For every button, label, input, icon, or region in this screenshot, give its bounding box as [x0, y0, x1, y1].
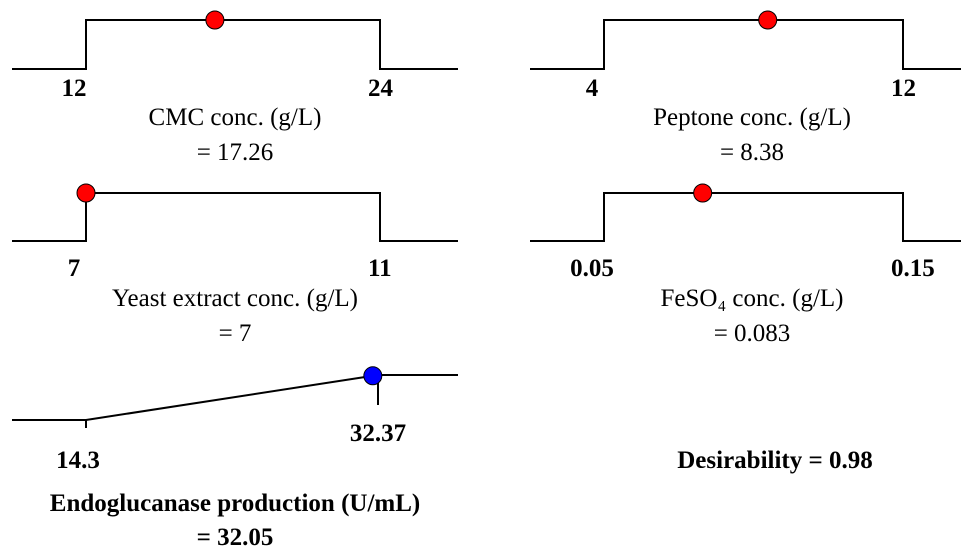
- value-label: = 17.26: [197, 139, 274, 166]
- value-dot: [205, 10, 225, 30]
- desirability: Desirability = 0.98: [677, 447, 872, 474]
- value-label: = 32.05: [197, 524, 274, 551]
- value-dot: [363, 366, 383, 386]
- tick-label: 14.3: [56, 447, 100, 474]
- factor-title: CMC conc. (g/L): [149, 104, 322, 131]
- tick-label: 11: [368, 255, 392, 282]
- tick-label: 4: [586, 75, 599, 102]
- value-label: = 8.38: [720, 139, 784, 166]
- tick-label: 32.37: [350, 420, 406, 447]
- tick-label: 12: [891, 75, 916, 102]
- tick-label: 7: [68, 255, 81, 282]
- tick-label: 0.15: [891, 255, 935, 282]
- ramp-line: [530, 192, 961, 242]
- value-dot: [693, 183, 713, 203]
- value-dot: [758, 10, 778, 30]
- factor-title: Yeast extract conc. (g/L): [112, 285, 358, 312]
- ramp-line: [530, 19, 961, 70]
- value-label: = 0.083: [714, 320, 791, 347]
- tick-label: 24: [368, 75, 394, 102]
- response-title: Endoglucanase production (U/mL): [50, 490, 420, 517]
- ramp-line: [12, 374, 458, 421]
- factor-title: FeSO₄ conc. (g/L): [661, 285, 844, 312]
- tick-label: 0.05: [570, 255, 614, 282]
- value-label: = 7: [219, 320, 252, 347]
- value-dot: [76, 183, 96, 203]
- tick-label: 12: [62, 75, 87, 102]
- factor-title: Peptone conc. (g/L): [653, 104, 851, 131]
- ramp-line: [12, 192, 458, 242]
- ramp-line: [12, 19, 458, 70]
